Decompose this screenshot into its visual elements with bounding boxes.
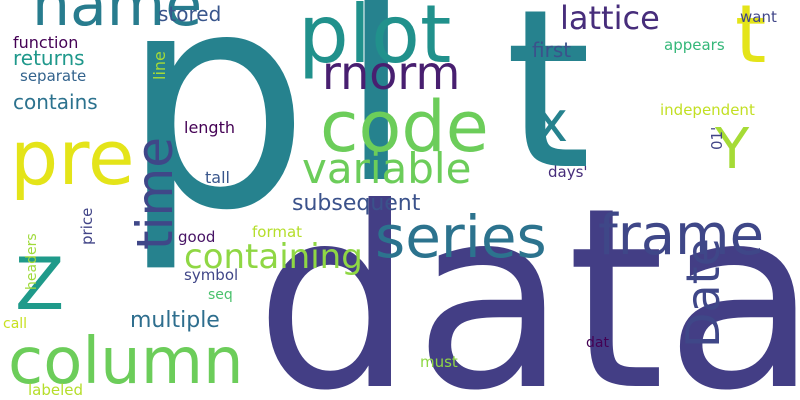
word-symbol-41: symbol bbox=[184, 268, 238, 283]
word-must-45: must bbox=[420, 355, 458, 370]
word-headers-38: headers bbox=[25, 233, 39, 290]
word-line-29: line bbox=[152, 51, 168, 80]
word-stored-25: stored bbox=[158, 4, 221, 24]
word-x-14: x bbox=[535, 95, 568, 151]
word-format-40: format bbox=[252, 225, 302, 240]
word-multiple-22: multiple bbox=[130, 310, 220, 332]
word-labeled-46: labeled bbox=[28, 383, 83, 398]
word-want-30: want bbox=[740, 10, 777, 25]
word-01-33: 01' bbox=[710, 127, 725, 150]
word-good-39: good bbox=[178, 230, 215, 245]
word-lattice-18: lattice bbox=[560, 2, 660, 34]
word-dat-44: dat bbox=[586, 336, 609, 350]
word-series-11: series bbox=[375, 208, 547, 266]
word-call-43: call bbox=[3, 317, 27, 331]
word-time-9: time bbox=[130, 137, 180, 250]
word-length-34: length bbox=[184, 120, 235, 136]
word-rnorm-13: rnorm bbox=[322, 50, 460, 96]
word-date-19: Date bbox=[680, 238, 726, 348]
word-seq-42: seq bbox=[208, 288, 233, 302]
word-contains-23: contains bbox=[13, 92, 98, 112]
word-separate-28: separate bbox=[20, 69, 86, 84]
word-independent-32: independent bbox=[660, 103, 755, 118]
word-pre-7: pre bbox=[10, 120, 135, 196]
word-appears-31: appears bbox=[664, 38, 725, 53]
word-variable-17: variable bbox=[302, 148, 471, 190]
word-first-26: first bbox=[532, 40, 571, 60]
word-subsequent-21: subsequent bbox=[292, 193, 420, 215]
word-days-36: days' bbox=[548, 165, 588, 180]
word-tall-35: tall bbox=[205, 170, 230, 186]
word-price-37: price bbox=[80, 208, 95, 245]
word-function-27: function bbox=[13, 35, 78, 51]
